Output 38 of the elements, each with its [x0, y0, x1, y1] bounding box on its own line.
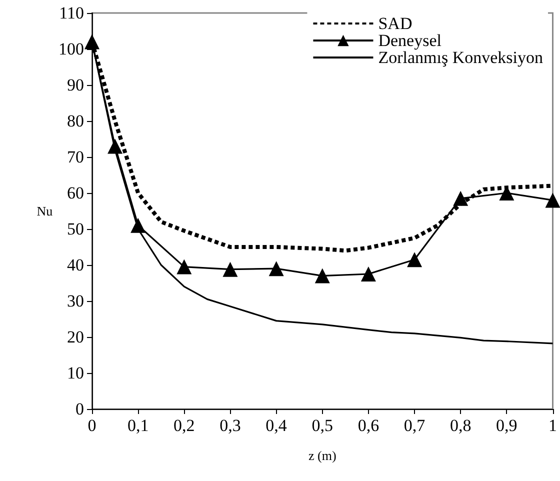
- x-tick-label: 0,7: [404, 416, 426, 435]
- point: [360, 266, 376, 282]
- x-tick-label: 0,1: [127, 416, 149, 435]
- y-tick-label: 30: [67, 292, 84, 310]
- x-tick-label: 0,3: [220, 416, 241, 435]
- legend-label: Deneysel: [378, 31, 442, 50]
- y-tick-label: 100: [58, 40, 84, 58]
- y-tick-label: 40: [67, 256, 84, 274]
- y-tick-label: 70: [67, 148, 84, 166]
- y-tick-label: 0: [76, 400, 84, 418]
- x-tick-label: 0,4: [266, 416, 288, 435]
- legend-label: SAD: [378, 14, 412, 33]
- point: [453, 190, 468, 206]
- y-tick-label: 80: [67, 112, 84, 130]
- x-tick-label: 0,6: [358, 416, 380, 435]
- y-tick-label: 110: [59, 4, 84, 22]
- point: [545, 192, 560, 208]
- x-tick-label: 0,2: [174, 416, 195, 435]
- x-tick-label: 0,9: [496, 416, 518, 435]
- x-tick-label: 1: [548, 416, 557, 435]
- point: [407, 252, 422, 268]
- y-tick-label: 90: [67, 76, 84, 94]
- y-tick-label: 50: [67, 220, 84, 238]
- point: [176, 259, 192, 274]
- point: [499, 186, 514, 200]
- y-tick-label: 10: [67, 364, 84, 382]
- x-tick-label: 0,5: [312, 416, 333, 435]
- x-tick-label: 0: [88, 416, 96, 435]
- point: [314, 268, 330, 284]
- x-axis-title: z (m): [308, 448, 336, 463]
- y-tick-label: 20: [67, 328, 84, 346]
- y-tick-label: 60: [67, 184, 84, 202]
- point: [130, 218, 146, 233]
- x-tick-label: 0,8: [450, 416, 472, 435]
- y-axis-title: Nu: [36, 204, 54, 218]
- point: [108, 138, 123, 154]
- point: [268, 261, 284, 276]
- point: [222, 262, 238, 277]
